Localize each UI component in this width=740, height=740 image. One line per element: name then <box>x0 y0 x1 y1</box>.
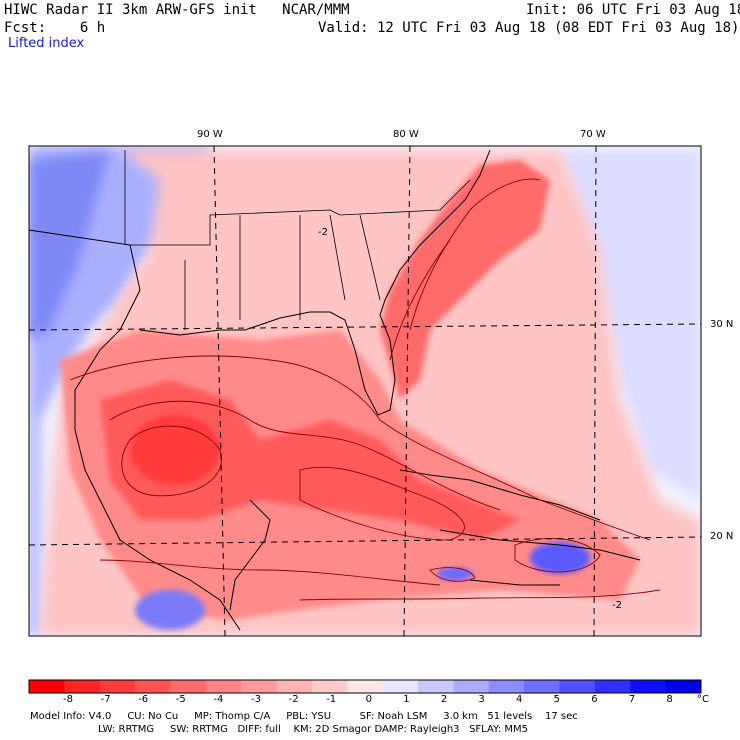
east-coast-instability <box>380 160 550 400</box>
contour-label-1: -2 <box>318 227 328 238</box>
strong-instability-center <box>130 415 220 485</box>
model-info-line1: Model Info: V4.0 CU: No Cu MP: Thomp C/A… <box>30 711 578 722</box>
colorbar-swatch <box>241 680 278 693</box>
lon-label-80w: 80 W <box>393 129 419 140</box>
lat-label-20n: 20 N <box>710 531 734 542</box>
lat-label-30n: 30 N <box>710 319 734 330</box>
colorbar-tick-label: 3 <box>478 694 485 705</box>
colorbar-swatch <box>170 680 207 693</box>
contour-lines <box>69 178 661 601</box>
colorbar-tick-label: -2 <box>288 694 299 705</box>
pacific-stable-patch <box>135 590 205 630</box>
field-name: Lifted index <box>8 36 85 51</box>
colorbar-tick-label: -7 <box>100 694 111 705</box>
lon-label-90w: 90 W <box>197 129 223 140</box>
colorbar-swatch <box>64 680 101 693</box>
colorbar-swatch <box>488 680 525 693</box>
colorbar-swatch <box>205 680 242 693</box>
colorbar-swatch <box>594 680 631 693</box>
graticule <box>29 146 701 636</box>
colorbar-swatch <box>453 680 490 693</box>
colorbar-tick-label: -4 <box>213 694 224 705</box>
colorbar-unit: °C <box>697 694 709 705</box>
colorbar-swatch <box>559 680 596 693</box>
gulf-instability-core <box>100 380 520 540</box>
colorbar-swatch <box>665 680 702 693</box>
colorbar-swatch <box>524 680 561 693</box>
caribbean-stable-patch-1 <box>530 542 590 574</box>
contour-label-2: -2 <box>612 600 622 611</box>
colorbar-tick-label: -6 <box>138 694 149 705</box>
colorbar-swatch <box>418 680 454 693</box>
stable-air-west-core <box>29 150 110 340</box>
colorbar-swatch <box>382 680 419 693</box>
colorbar-swatch <box>99 680 136 693</box>
colorbar-swatch <box>276 680 313 693</box>
colorbar-tick-label: 7 <box>628 694 636 705</box>
colorbar-tick-label: -1 <box>326 694 337 705</box>
run-title: HIWC Radar II 3km ARW-GFS init NCAR/MMM <box>4 2 350 18</box>
colorbar-swatch <box>347 680 384 693</box>
colorbar-tick-label: -3 <box>251 694 261 705</box>
colorbar-tick-label: 8 <box>666 694 673 705</box>
colorbar-tick-label: 4 <box>516 694 523 705</box>
init-time: Init: 06 UTC Fri 03 Aug 18 <box>526 2 740 18</box>
caribbean-stable-patch-2 <box>437 567 473 581</box>
colorbar <box>29 680 702 693</box>
colorbar-swatch <box>630 680 667 693</box>
colorbar-swatch <box>135 680 171 693</box>
colorbar-tick-label: 6 <box>591 694 598 705</box>
lon-label-70w: 70 W <box>580 129 606 140</box>
colorbar-frame <box>28 679 702 694</box>
state-borders <box>124 150 471 330</box>
coastlines <box>29 149 641 631</box>
colorbar-swatch <box>29 680 65 693</box>
forecast-hour: Fcst: 6 h <box>4 20 106 36</box>
colorbar-swatch <box>311 680 348 693</box>
colorbar-tick-label: 0 <box>365 694 372 705</box>
model-info-line2: LW: RRTMG SW: RRTMG DIFF: full KM: 2D Sm… <box>98 724 528 735</box>
colorbar-tick-label: -5 <box>175 694 186 705</box>
colorbar-tick-label: 1 <box>403 694 410 705</box>
colorbar-tick-label: 2 <box>440 694 448 705</box>
colorbar-tick-label: -8 <box>63 694 73 705</box>
map-frame <box>28 145 702 637</box>
colorbar-tick-label: 5 <box>553 694 560 705</box>
valid-time: Valid: 12 UTC Fri 03 Aug 18 (08 EDT Fri … <box>318 20 740 36</box>
